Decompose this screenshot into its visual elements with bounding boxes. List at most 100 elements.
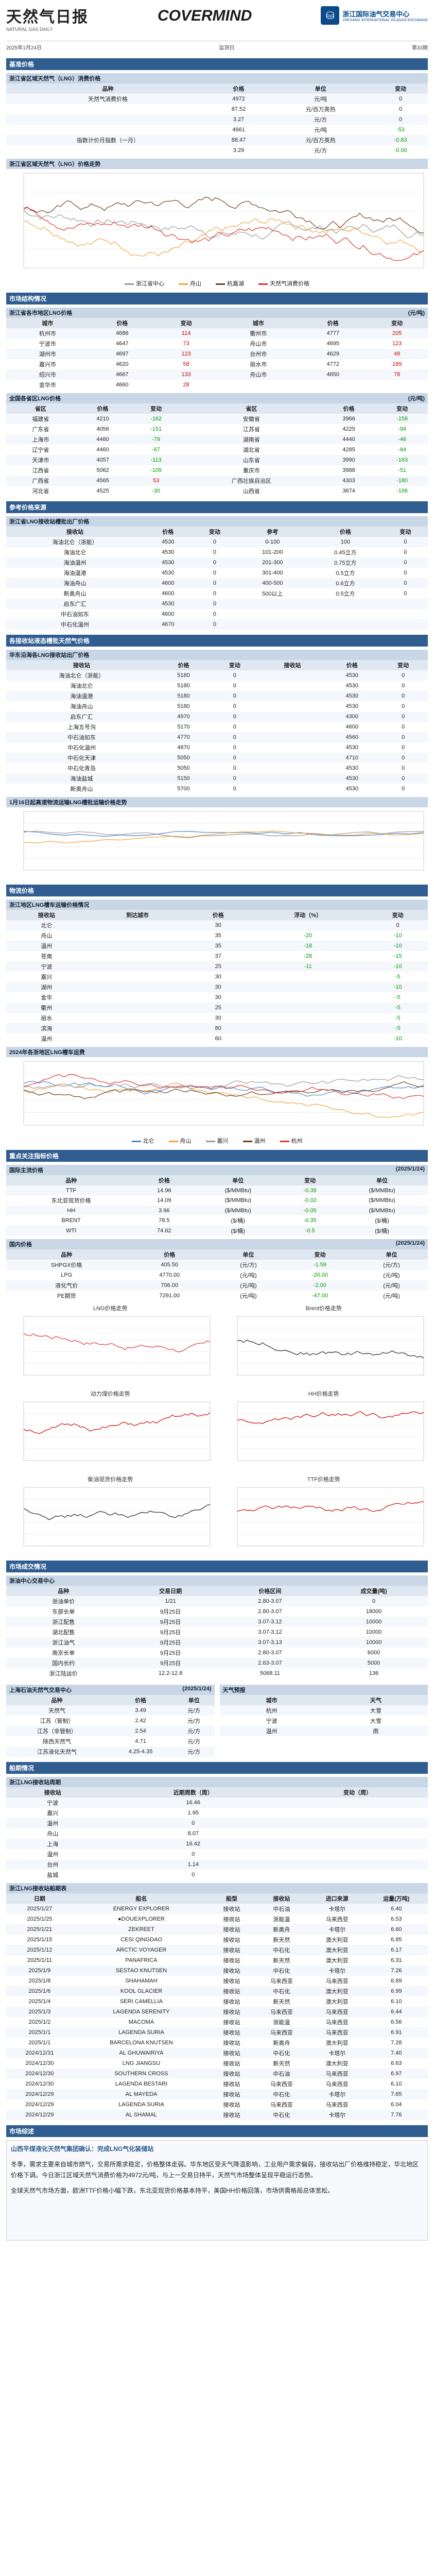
province-table: 省区 价格 变动 省区 价格 变动 福建省 4210 -162 安徽省 3966 -156 广东省 405…: [6, 403, 428, 496]
table-row: 中石化温州 4870 0 4530 0: [6, 742, 428, 753]
table-cell: 0: [378, 691, 428, 701]
table-cell: 0: [402, 786, 405, 792]
table-cell: 5700: [177, 786, 190, 792]
table-cell: 4530: [144, 537, 193, 547]
table-cell: 0: [213, 549, 217, 555]
table-cell: 江苏（非管制）: [6, 1726, 108, 1736]
table-cell: -180: [376, 476, 428, 486]
table-cell: 0: [320, 1596, 428, 1606]
table-cell: 0: [404, 570, 407, 576]
table-cell: 2024/12/30: [25, 2081, 54, 2087]
table-cell: 133: [155, 369, 217, 380]
intl-table: 品种 价格 单位 变动 单位 TTF 14.96 ($/MMBtu) -0.39 ($/MMBtu…: [6, 1175, 428, 1236]
table-cell: -30: [152, 488, 161, 494]
table-cell: -113: [130, 455, 182, 465]
table-cell: 接收站: [223, 2061, 240, 2067]
legend-label: 浙江省中心: [136, 281, 164, 287]
table-cell: 4530: [325, 670, 379, 681]
table-cell: 东部长单: [52, 1609, 75, 1615]
col-header: 接收站: [6, 527, 144, 537]
table-cell: 0: [210, 773, 259, 784]
table-row: 江苏（非管制） 2.54 元/方: [6, 1726, 215, 1736]
table-cell: -0.35: [303, 1217, 317, 1224]
table-row: 4661 元/吨 -53: [6, 125, 428, 135]
table-cell: [300, 380, 366, 390]
table-cell: 4620: [116, 361, 129, 367]
table-row: 上海五号沟 5170 0 4600 0: [6, 722, 428, 732]
table-cell: 0: [383, 578, 428, 588]
table-cell: 4.71: [135, 1738, 146, 1744]
table-cell: 广东省: [32, 427, 49, 433]
table-cell: -0.5: [284, 1226, 336, 1236]
table-row: 国内长约 9月25日 2.63-3.07 5000: [6, 1658, 428, 1668]
col-header: 品种: [6, 83, 210, 94]
mini-chart-4: 柴油现货价格走势: [6, 1475, 215, 1555]
legend-item: 杭嘉湖: [216, 279, 244, 287]
table-cell: 4710: [325, 753, 379, 763]
table-cell: 宁波: [6, 961, 87, 972]
table-cell: 湖州市: [6, 349, 89, 359]
report-subtitle: NATURAL GAS DAILY: [6, 27, 53, 32]
table-cell: [259, 711, 326, 722]
table-cell: -28: [304, 953, 313, 959]
legend-swatch: [280, 1140, 289, 1142]
table-cell: ●DOUEXPLORER: [118, 1916, 165, 1922]
series-line: [23, 206, 424, 261]
table-cell: 2025/1/12: [6, 1945, 73, 1955]
table-cell: 201-300: [237, 557, 308, 568]
table-cell: 0: [192, 1851, 195, 1857]
table-cell: -163: [376, 455, 428, 465]
table-cell: AL GHUWAIRIYA: [73, 2048, 210, 2058]
table-row: WTI 74.62 ($/桶) -0.5 ($/桶): [6, 1226, 428, 1236]
title-block: 天然气日报 NATURAL GAS DAILY: [6, 4, 89, 32]
table-cell: 2.80-3.07: [258, 1650, 282, 1656]
table-cell: 北仑: [6, 920, 87, 930]
table-row: 海油北仑 5180 0 4530 0: [6, 681, 428, 691]
table-cell: [248, 1033, 368, 1044]
table-cell: 0: [373, 114, 428, 125]
table-row: 舟山 8.07: [6, 1828, 428, 1839]
partner-subname: ZHEJIANG INTERNATIONAL OIL&GAS EXCHANGE: [342, 19, 428, 22]
table-cell: ($/MMBtu): [192, 1185, 284, 1195]
plot-area: [237, 1401, 424, 1461]
terminal-table: 接收站 近期周数（周） 变动（周） 宁波 16.46 嘉兴 1.95 温州 0 舟山 8.07 上海 1…: [6, 1787, 428, 1880]
table-cell: 温州: [6, 1818, 99, 1828]
table-row: 新奥舟山 4600 0 500以上 0.5立方 0: [6, 588, 428, 599]
table-cell: 接收站: [210, 1945, 254, 1955]
small-chart-title: 1月16日起高速物流运输LNG槽批运输价格走势: [6, 797, 428, 807]
table-cell: [6, 125, 210, 135]
col-header: 浮动（%）: [248, 910, 368, 920]
table-cell: 0: [192, 1872, 195, 1878]
table-cell: [259, 784, 326, 794]
col-header: 价格: [136, 1175, 193, 1185]
table-cell: [287, 1839, 428, 1849]
col-header: 价格: [144, 527, 193, 537]
table-cell: 4460: [96, 447, 109, 453]
table-cell: 嘉兴市: [39, 362, 56, 368]
series-line: [23, 1333, 211, 1353]
table-cell: [259, 681, 326, 691]
table-cell: 25: [188, 1003, 248, 1013]
table-cell: 4667: [89, 369, 155, 380]
table-cell: 0: [402, 765, 405, 771]
legend-swatch: [258, 283, 268, 285]
table-row: 江西省 5062 -109 重庆市 3988 -51: [6, 465, 428, 476]
table-cell: 江西省: [32, 468, 49, 474]
table-cell: [287, 1849, 428, 1859]
col-header: 单位: [192, 1175, 284, 1185]
table-cell: 海油北仑: [63, 550, 86, 556]
table-cell: 台州: [6, 1859, 99, 1870]
table-cell: 4530: [162, 570, 175, 576]
table-row: 海油北仑（浙能） 4530 0 0-100 100 0: [6, 537, 428, 547]
table-cell: 3.49: [108, 1705, 174, 1716]
table-cell: 东北亚现货价格: [51, 1198, 91, 1204]
table-cell: 80: [188, 1023, 248, 1033]
table-cell: 接收站: [223, 1999, 240, 2005]
col-header: 单位: [336, 1175, 428, 1185]
table-cell: 7.76: [364, 2110, 428, 2120]
legend-label: 温州: [254, 1138, 266, 1144]
legend-item: 舟山: [179, 279, 201, 287]
table-cell: 澳大利亚: [309, 1986, 365, 1996]
table-row: 宁波 25 -11 -10: [6, 961, 428, 972]
table-cell: 湖北配售: [52, 1630, 75, 1636]
